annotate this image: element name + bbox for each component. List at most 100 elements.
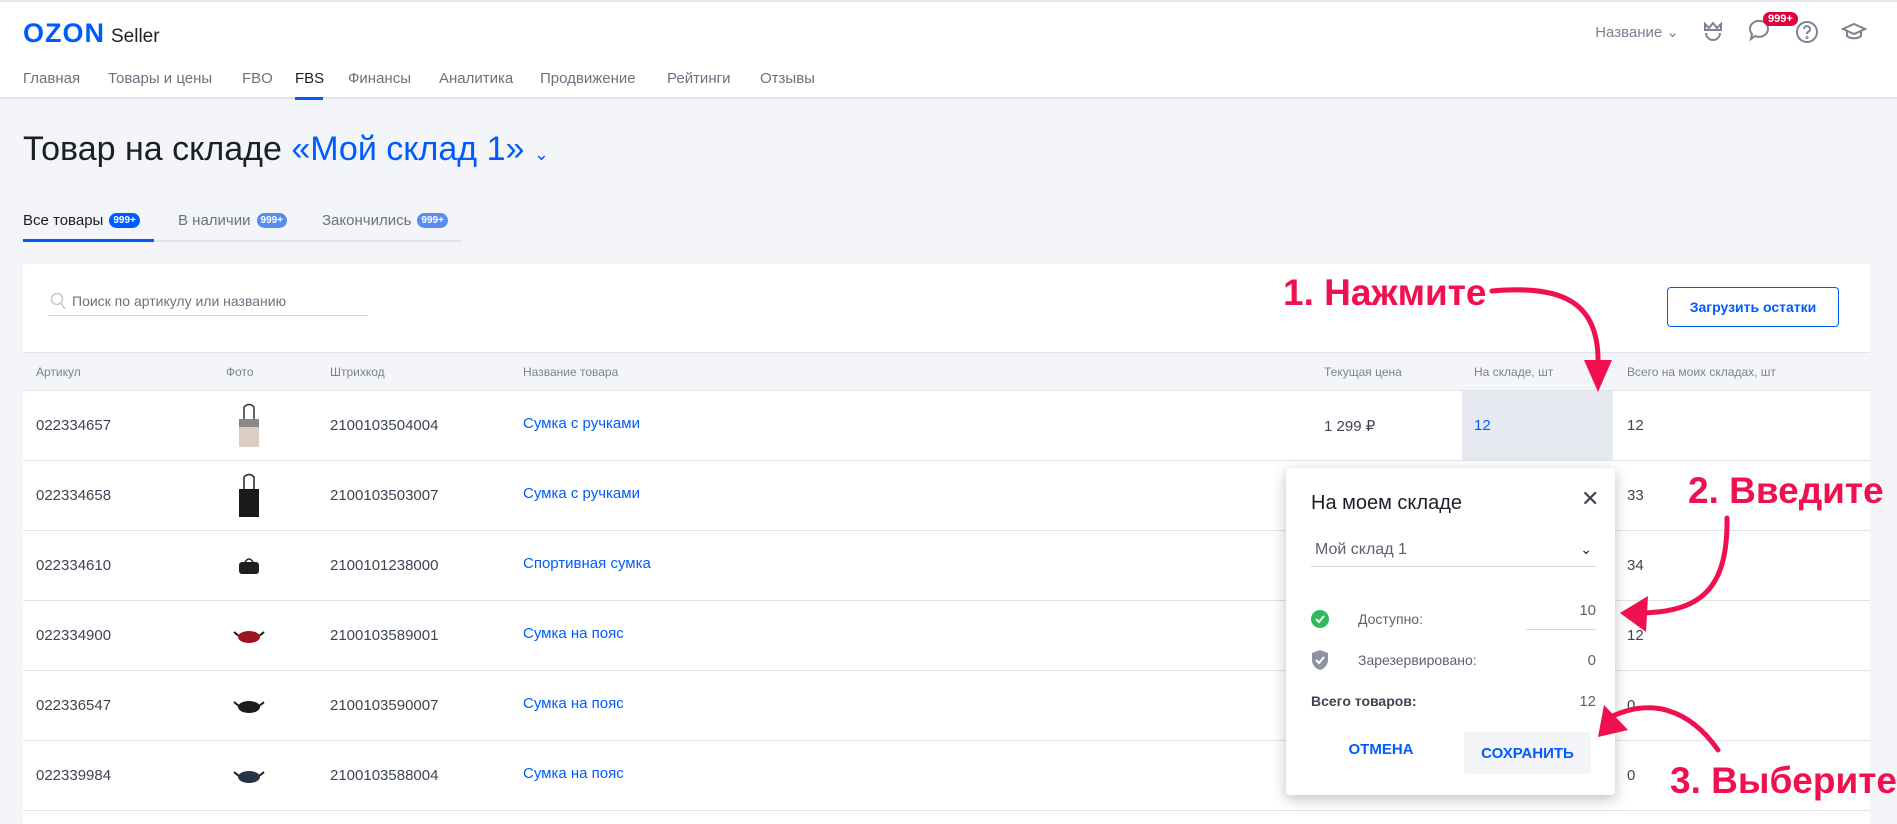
sku: 022334610: [36, 557, 112, 574]
product-name-link[interactable]: Сумка на пояс: [523, 625, 624, 642]
sku: 022339984: [36, 767, 112, 784]
help-icon[interactable]: [1795, 20, 1819, 44]
nav-ratings[interactable]: Рейтинги: [667, 70, 731, 87]
tab-count-badge: 999+: [256, 213, 288, 228]
popup-warehouse-select[interactable]: Мой склад 1 ⌄: [1311, 533, 1596, 567]
table-row: 022334657 2100103504004 Сумка с ручками …: [23, 391, 1870, 461]
col-sku: Артикул: [36, 365, 81, 379]
crown-icon[interactable]: [1701, 20, 1725, 44]
price: 1 299 ₽: [1324, 418, 1376, 435]
chevron-down-icon[interactable]: ⌄: [533, 144, 549, 164]
product-photo: [225, 611, 273, 661]
available-input[interactable]: 10: [1526, 602, 1596, 630]
nav-active-indicator: [295, 97, 323, 100]
ozon-seller-logo[interactable]: OZON Seller: [23, 18, 160, 49]
total-label: Всего товаров:: [1311, 693, 1417, 709]
col-total: Всего на моих складах, шт: [1627, 365, 1776, 379]
save-button[interactable]: СОХРАНИТЬ: [1464, 732, 1591, 774]
product-photo: [225, 401, 273, 451]
nav-promotion[interactable]: Продвижение: [540, 70, 636, 87]
barcode: 2100103503007: [330, 487, 439, 504]
tab-label: Все товары: [23, 212, 104, 229]
chat-icon: [1748, 19, 1769, 42]
shield-icon: [1312, 650, 1328, 670]
reserved-value: 0: [1587, 652, 1596, 669]
product-photo: [225, 751, 273, 801]
close-icon[interactable]: ✕: [1581, 486, 1600, 511]
title-text: Товар на складе: [23, 130, 282, 168]
barcode: 2100103504004: [330, 417, 439, 434]
total-stock: 12: [1627, 417, 1644, 434]
total-stock: 0: [1627, 697, 1636, 714]
tabs-divider: [23, 240, 461, 242]
product-name-link[interactable]: Сумка с ручками: [523, 415, 640, 432]
tab-count-badge: 999+: [109, 213, 140, 228]
barcode: 2100103590007: [330, 697, 439, 714]
company-name: Название: [1595, 24, 1663, 41]
sku: 022336547: [36, 697, 112, 714]
company-select[interactable]: Название ⌄: [1595, 23, 1679, 41]
nav-fbo[interactable]: FBO: [242, 70, 273, 87]
product-photo: [225, 471, 273, 521]
tab-all[interactable]: Все товары 999+: [23, 212, 140, 229]
sku: 022334657: [36, 417, 112, 434]
page-title: Товар на складе «Мой склад 1» ⌄: [23, 130, 549, 169]
top-header: OZON Seller Главная Товары и цены FBO FBS…: [0, 0, 1897, 100]
nav-home[interactable]: Главная: [23, 70, 81, 87]
nav-analytics[interactable]: Аналитика: [439, 70, 514, 87]
col-price: Текущая цена: [1324, 365, 1402, 379]
product-name-link[interactable]: Сумка на пояс: [523, 695, 624, 712]
cancel-button[interactable]: ОТМЕНА: [1348, 740, 1414, 758]
chevron-down-icon: ⌄: [1666, 24, 1679, 41]
nav-products[interactable]: Товары и цены: [108, 70, 213, 87]
tab-in-stock[interactable]: В наличии 999+: [178, 212, 288, 229]
popup-title: На моем складе: [1311, 492, 1462, 514]
warehouse-select[interactable]: «Мой склад 1»: [291, 130, 525, 168]
warehouse-value: Мой склад 1: [1315, 540, 1407, 558]
nav-fbs[interactable]: FBS: [295, 70, 325, 87]
annotation-step-3: 3. Выберите: [1670, 760, 1897, 801]
stock-cell-highlight: [1462, 391, 1613, 460]
upload-stock-button[interactable]: Загрузить остатки: [1667, 287, 1839, 327]
product-name-link[interactable]: Сумка на пояс: [523, 765, 624, 782]
chevron-down-icon: ⌄: [1580, 541, 1592, 557]
search-icon: [50, 292, 66, 309]
logo-text: OZON: [23, 18, 105, 48]
header-actions: Название ⌄ 999+: [1595, 12, 1867, 46]
stock-value-link[interactable]: 12: [1474, 417, 1491, 434]
nav-reviews[interactable]: Отзывы: [760, 70, 815, 87]
education-cap-icon[interactable]: [1841, 20, 1867, 44]
check-circle-icon: [1311, 610, 1329, 628]
messages-badge: 999+: [1763, 12, 1798, 26]
search-placeholder: Поиск по артикулу или названию: [72, 292, 287, 309]
barcode: 2100103588004: [330, 767, 439, 784]
col-stock: На складе, шт: [1474, 365, 1554, 379]
search-input[interactable]: Поиск по артикулу или названию: [48, 286, 368, 316]
tab-out-of-stock[interactable]: Закончились 999+: [322, 212, 448, 229]
barcode: 2100103589001: [330, 627, 439, 644]
total-stock: 12: [1627, 627, 1644, 644]
total-stock: 33: [1627, 487, 1644, 504]
reserved-label: Зарезервировано:: [1358, 652, 1477, 668]
annotation-step-1: 1. Нажмите: [1283, 272, 1487, 313]
nav-finance[interactable]: Финансы: [348, 70, 411, 87]
col-barcode: Штрихкод: [330, 365, 385, 379]
total-value: 12: [1579, 693, 1596, 710]
table-header: Артикул Фото Штрихкод Название товара Те…: [23, 352, 1870, 391]
total-stock: 0: [1627, 767, 1636, 784]
col-photo: Фото: [226, 365, 254, 379]
logo-sub: Seller: [111, 26, 160, 47]
product-name-link[interactable]: Сумка с ручками: [523, 485, 640, 502]
annotation-step-2: 2. Введите: [1688, 470, 1884, 511]
tab-active-indicator: [23, 239, 154, 242]
stock-edit-popup: На моем складе ✕ Мой склад 1 ⌄ Доступно: …: [1286, 468, 1615, 795]
tab-count-badge: 999+: [417, 213, 448, 228]
messages-button[interactable]: 999+: [1747, 12, 1798, 46]
product-name-link[interactable]: Спортивная сумка: [523, 555, 651, 572]
available-label: Доступно:: [1358, 611, 1423, 627]
tab-label: Закончились: [322, 212, 412, 229]
product-photo: [225, 681, 273, 731]
sku: 022334900: [36, 627, 112, 644]
tab-label: В наличии: [178, 212, 251, 229]
barcode: 2100101238000: [330, 557, 439, 574]
